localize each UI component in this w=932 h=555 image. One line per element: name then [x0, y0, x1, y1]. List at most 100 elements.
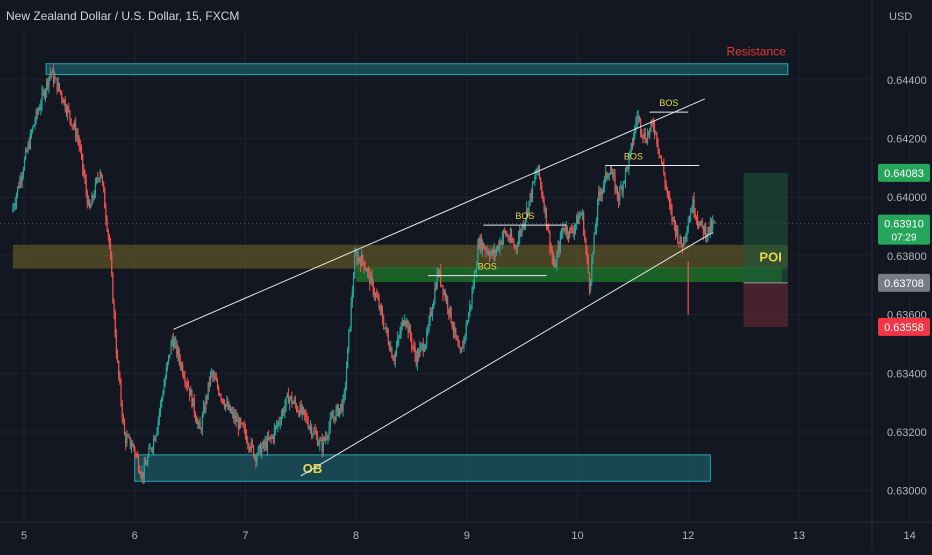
candle-body — [76, 135, 78, 137]
candle-body — [687, 223, 689, 231]
candle-body — [634, 126, 636, 138]
candle-body — [250, 441, 252, 450]
candle-body — [182, 364, 184, 375]
candle-body — [460, 347, 463, 353]
candle-body — [276, 425, 278, 427]
price-badge-countdown: 07:29 — [891, 233, 916, 244]
candle-body — [595, 220, 598, 231]
candle-body — [245, 434, 248, 443]
candle-body — [576, 215, 578, 225]
candle-body — [281, 409, 284, 416]
candle-body — [399, 333, 401, 337]
candle-body — [706, 236, 708, 238]
candle-body — [440, 270, 442, 285]
zones-layer: ResistancePOIOB — [12, 45, 789, 482]
candle-body — [428, 319, 430, 329]
candle-body — [92, 195, 94, 198]
candle-body — [72, 125, 74, 127]
x-tick-label: 5 — [21, 530, 27, 542]
candle-body — [599, 191, 601, 195]
candle-body — [141, 472, 143, 477]
candle-body — [608, 174, 610, 177]
candle-body — [338, 408, 341, 416]
candle-body — [238, 419, 241, 430]
candle-body — [538, 165, 541, 179]
candle-body — [62, 98, 64, 103]
candle-body — [458, 346, 460, 349]
candle-body — [537, 165, 539, 171]
candle-body — [214, 376, 216, 380]
candle-body — [587, 257, 589, 273]
candle-body — [84, 175, 86, 181]
candle-body — [57, 83, 59, 91]
candle-body — [175, 342, 177, 343]
candle-body — [354, 254, 356, 279]
candle-body — [504, 230, 506, 232]
candle-body — [313, 430, 315, 435]
candle-body — [437, 271, 439, 276]
candle-body — [61, 92, 63, 99]
candle-body — [493, 249, 495, 257]
candle-body — [569, 227, 571, 237]
candle-body — [494, 249, 496, 254]
candle-body — [652, 123, 654, 128]
candle-body — [594, 230, 596, 235]
candle-body — [673, 217, 675, 224]
candle-body — [469, 305, 471, 314]
candle-body — [556, 254, 558, 267]
candle-body — [586, 249, 588, 258]
candle-body — [125, 434, 127, 444]
candle-body — [187, 386, 190, 389]
candle-body — [527, 208, 529, 213]
candle-body — [685, 234, 687, 240]
bos-label: BOS — [478, 262, 497, 272]
y-tick-label: 0.63200 — [887, 427, 927, 439]
candle-body — [44, 90, 47, 98]
candle-body — [434, 288, 436, 302]
candle-body — [514, 245, 516, 247]
candle-body — [374, 293, 377, 296]
candle-body — [394, 351, 396, 361]
candle-body — [336, 405, 338, 410]
candles-layer — [12, 64, 716, 485]
candle-body — [323, 438, 326, 440]
candle-body — [280, 415, 283, 423]
price-badge — [878, 317, 930, 336]
candle-body — [385, 327, 387, 329]
candle-body — [294, 400, 296, 405]
candle-body — [335, 409, 337, 421]
candle-body — [533, 181, 535, 183]
candle-body — [146, 464, 148, 466]
candle-body — [483, 242, 485, 249]
candle-body — [123, 421, 126, 435]
candle-body — [129, 437, 131, 447]
candle-body — [560, 233, 563, 235]
candle-body — [610, 172, 613, 175]
candle-body — [50, 72, 52, 74]
candle-body — [621, 187, 623, 192]
price-badge-value: 0.63558 — [884, 322, 924, 334]
candle-body — [566, 226, 568, 235]
candle-body — [421, 343, 423, 346]
candle-body — [663, 165, 665, 175]
candle-body — [417, 351, 420, 357]
candle-body — [241, 423, 243, 424]
candle-body — [220, 395, 222, 399]
candle-body — [348, 330, 350, 348]
price-badge-value: 0.64083 — [884, 168, 924, 180]
candle-body — [580, 213, 582, 216]
candle-body — [347, 347, 349, 369]
candle-body — [272, 436, 274, 440]
candle-body — [536, 170, 538, 175]
candle-body — [42, 91, 44, 93]
candle-body — [359, 260, 362, 267]
candle-body — [543, 200, 545, 212]
drawings-layer: BOS BOS BOS BOS — [173, 98, 713, 477]
candle-body — [635, 122, 637, 127]
candle-body — [464, 335, 466, 338]
candle-body — [528, 200, 530, 213]
candle-body — [292, 402, 294, 404]
candle-body — [686, 230, 688, 235]
candle-body — [448, 309, 450, 314]
